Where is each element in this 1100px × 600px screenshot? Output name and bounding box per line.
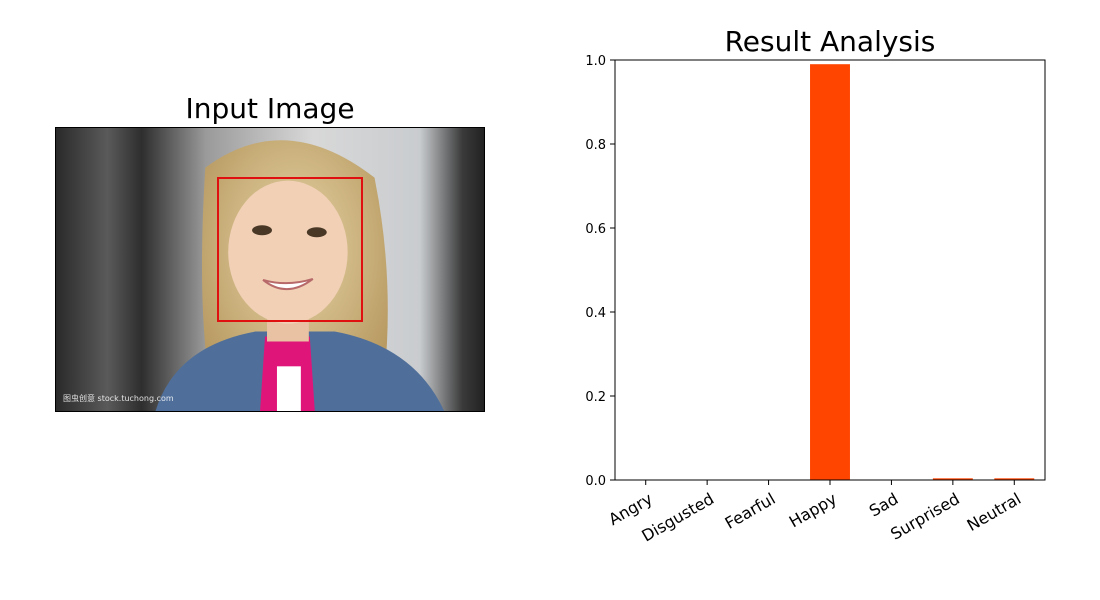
face-detection-box <box>217 177 363 322</box>
chart-title: Result Analysis <box>724 25 936 58</box>
x-tick-label-neutral: Neutral <box>964 489 1025 535</box>
y-tick-label: 0.8 <box>585 138 606 153</box>
x-tick-label-surprised: Surprised <box>887 489 963 544</box>
x-tick-label-fearful: Fearful <box>722 489 779 533</box>
x-tick-label-sad: Sad <box>866 489 902 521</box>
input-image: 图虫创意 stock.tuchong.com <box>55 127 485 412</box>
input-image-title: Input Image <box>185 92 355 125</box>
watermark-text: 图虫创意 stock.tuchong.com <box>63 394 174 403</box>
y-tick-label: 0.4 <box>585 306 606 321</box>
y-tick-label: 0.6 <box>585 222 606 237</box>
bar-happy <box>810 64 850 480</box>
y-tick-label: 0.0 <box>585 474 606 489</box>
portrait-photo <box>56 128 484 411</box>
y-tick-label: 1.0 <box>585 54 606 69</box>
bar-surprised <box>932 478 973 480</box>
bar-neutral <box>994 478 1035 480</box>
y-tick-label: 0.2 <box>585 390 606 405</box>
x-tick-label-happy: Happy <box>786 489 840 531</box>
